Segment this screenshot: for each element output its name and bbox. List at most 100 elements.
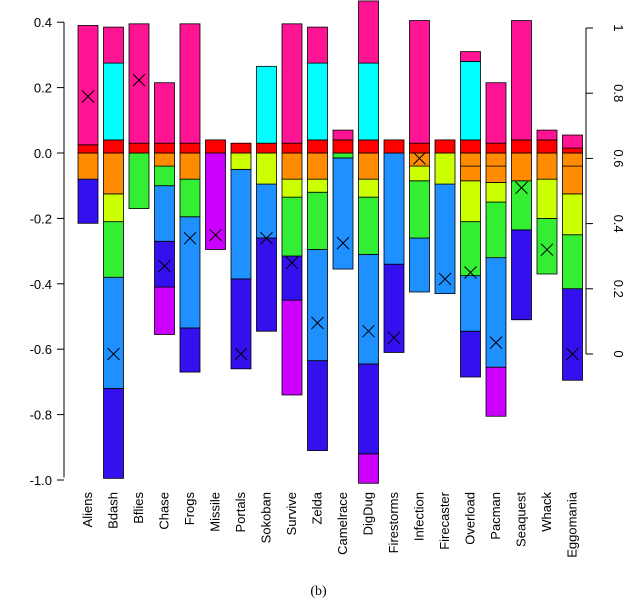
bar-segment-bdash-4 bbox=[103, 152, 124, 195]
x-marker-missile bbox=[209, 228, 222, 242]
x-tick-label-infection: Infection bbox=[412, 492, 427, 541]
bar-segment-aliens-1 bbox=[77, 152, 99, 180]
bar-segment-whack-3 bbox=[536, 139, 558, 154]
left-tick-label: -0.8 bbox=[30, 408, 52, 423]
bar-segment-eggomania-1 bbox=[562, 234, 583, 290]
x-tick-label-zelda: Zelda bbox=[310, 491, 325, 524]
bar-segment-firecaster-0 bbox=[434, 183, 456, 295]
right-tick-label: 0.2 bbox=[611, 280, 626, 298]
x-marker-survive bbox=[285, 256, 299, 270]
bar-segment-seaquest-4 bbox=[511, 20, 532, 141]
x-markers bbox=[81, 73, 579, 361]
bar-segment-aliens-0 bbox=[77, 178, 99, 224]
bar-segment-zelda-0 bbox=[307, 360, 328, 451]
left-tick-label: -0.6 bbox=[30, 342, 52, 357]
bar-segment-overload-6 bbox=[460, 139, 481, 154]
x-tick-label-seaquest: Seaquest bbox=[514, 492, 529, 547]
left-tick-label: 0.2 bbox=[34, 81, 52, 96]
bar-segment-digdug-5 bbox=[358, 152, 379, 180]
x-marker-infection bbox=[413, 152, 426, 165]
bar-segment-bdash-2 bbox=[103, 221, 124, 278]
bar-segment-overload-4 bbox=[460, 165, 481, 182]
x-tick-label-missile: Missile bbox=[208, 492, 223, 532]
x-tick-label-overload: Overload bbox=[463, 492, 478, 545]
bar-segment-infection-2 bbox=[409, 165, 430, 182]
bar-segment-infection-3 bbox=[409, 152, 430, 167]
left-tick-label: -0.2 bbox=[30, 211, 52, 226]
bar-segment-seaquest-3 bbox=[511, 139, 532, 154]
bar-segment-digdug-0 bbox=[358, 453, 379, 484]
bar-segment-bdash-6 bbox=[103, 62, 124, 141]
bar-segment-digdug-1 bbox=[358, 363, 379, 455]
x-marker-chase bbox=[158, 259, 171, 273]
x-marker-sokoban bbox=[260, 231, 273, 245]
bar-segment-zelda-7 bbox=[307, 26, 328, 64]
x-marker-frogs bbox=[183, 231, 197, 245]
bar-segment-survive-6 bbox=[281, 23, 303, 144]
x-tick-label-chase: Chase bbox=[157, 492, 172, 530]
x-marker-portals bbox=[234, 347, 248, 361]
x-tick-label-camelrace: Camelrace bbox=[335, 492, 350, 555]
bar-segment-infection-5 bbox=[409, 20, 430, 144]
bar-segment-zelda-5 bbox=[307, 139, 328, 154]
bar-segment-eggomania-2 bbox=[562, 193, 583, 236]
bar-segment-portals-3 bbox=[230, 142, 252, 154]
bar-segment-overload-5 bbox=[460, 152, 481, 167]
bar-segment-infection-0 bbox=[409, 237, 430, 293]
bar-segment-zelda-2 bbox=[307, 191, 328, 250]
bar-segment-pacman-3 bbox=[485, 182, 507, 203]
bar-segment-zelda-1 bbox=[307, 249, 328, 362]
bar-segment-eggomania-3 bbox=[562, 165, 583, 195]
x-tick-label-digdug: DigDug bbox=[361, 492, 376, 535]
bar-segment-sokoban-1 bbox=[256, 183, 277, 239]
bar-segment-overload-0 bbox=[460, 330, 481, 378]
bar-segment-bflies-2 bbox=[128, 23, 150, 144]
bar-segment-frogs-4 bbox=[179, 142, 201, 154]
right-tick-label: 0.4 bbox=[611, 215, 626, 233]
x-tick-label-whack: Whack bbox=[539, 492, 554, 532]
x-tick-label-frogs: Frogs bbox=[182, 492, 197, 526]
left-tick-label: -0.4 bbox=[30, 277, 52, 292]
x-marker-eggomania bbox=[566, 347, 579, 361]
bar-segment-bdash-5 bbox=[103, 139, 124, 154]
bar-segment-portals-2 bbox=[230, 152, 252, 170]
x-marker-zelda bbox=[311, 316, 324, 330]
bar-segment-frogs-5 bbox=[179, 23, 201, 144]
bar-segment-bdash-1 bbox=[103, 276, 124, 389]
bar-segment-missile-1 bbox=[205, 139, 226, 154]
x-tick-label-bflies: Bflies bbox=[131, 492, 146, 524]
x-tick-label-sokoban: Sokoban bbox=[259, 492, 274, 543]
bar-segment-overload-7 bbox=[460, 61, 481, 141]
bar-segment-frogs-3 bbox=[179, 152, 201, 180]
bar-segment-chase-3 bbox=[154, 165, 175, 187]
right-tick-label: 0 bbox=[611, 350, 626, 357]
bar-segment-camelrace-3 bbox=[332, 129, 354, 141]
bar-segment-chase-5 bbox=[154, 142, 175, 154]
bar-segment-camelrace-0 bbox=[332, 157, 354, 270]
x-marker-whack bbox=[540, 243, 554, 257]
bar-segment-pacman-4 bbox=[485, 165, 507, 183]
bar-segment-whack-2 bbox=[536, 152, 558, 180]
x-tick-label-portals: Portals bbox=[233, 492, 248, 533]
bar-segment-sokoban-2 bbox=[256, 152, 277, 185]
bar-segment-seaquest-0 bbox=[511, 229, 532, 321]
right-tick-label: 0.8 bbox=[611, 84, 626, 102]
bar-segment-bdash-0 bbox=[103, 388, 124, 479]
x-marker-firecaster bbox=[438, 272, 452, 286]
bar-segment-camelrace-2 bbox=[332, 139, 354, 154]
bar-segment-whack-4 bbox=[536, 129, 558, 141]
bar-segment-eggomania-5 bbox=[562, 147, 583, 154]
figure-caption: (b) bbox=[310, 584, 327, 599]
bar-segment-chase-6 bbox=[154, 82, 175, 144]
bar-segment-aliens-3 bbox=[77, 25, 99, 146]
bar-segment-digdug-3 bbox=[358, 196, 379, 255]
x-tick-label-survive: Survive bbox=[284, 492, 299, 535]
right-tick-label: 0.6 bbox=[611, 149, 626, 167]
left-tick-label: 0.4 bbox=[34, 15, 52, 30]
x-tick-label-firestorms: Firestorms bbox=[386, 492, 401, 554]
bar-segment-digdug-4 bbox=[358, 178, 379, 198]
x-marker-firestorms bbox=[387, 331, 401, 345]
bar-segment-firecaster-1 bbox=[434, 152, 456, 185]
x-marker-aliens bbox=[81, 90, 95, 103]
bar-segment-survive-3 bbox=[281, 178, 303, 198]
